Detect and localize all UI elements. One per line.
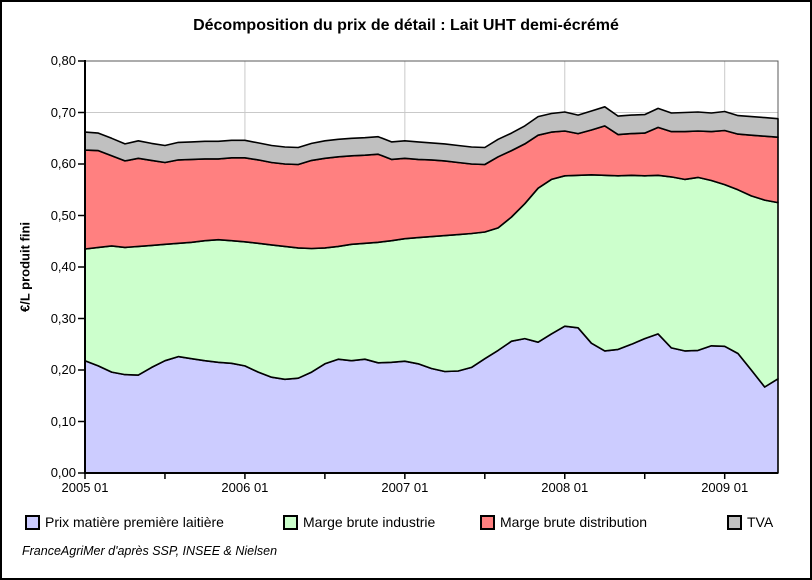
legend-item-marge-brute-industrie: Marge brute industrie [283,512,435,532]
legend-label: TVA [747,514,774,530]
y-tick-label: 0,20 [50,362,76,377]
x-tick-label: 2007 01 [381,480,429,495]
y-tick-label: 0,60 [50,156,76,171]
legend-swatch [480,514,495,530]
y-tick-label: 0,10 [50,413,76,429]
area-series-tva [84,106,779,166]
y-tick-label: 0,70 [50,104,76,120]
legend-swatch [25,514,40,530]
x-tick-label: 2005 01 [61,480,109,495]
y-tick-label: 0,80 [50,53,76,68]
legend-swatch [727,514,742,530]
chart-legend: Prix matière première laitière Marge brut… [0,512,812,532]
y-tick-label: 0,00 [50,465,76,480]
legend-label: Prix matière première laitière [45,514,224,530]
chart-title: Décomposition du prix de détail : Lait U… [193,17,619,34]
x-tick-label: 2006 01 [221,480,269,495]
x-tick-label: 2008 01 [541,480,589,495]
y-tick-label: 0,50 [50,207,76,223]
source-note: FranceAgriMer d'après SSP, INSEE & Niels… [22,544,278,558]
y-tick-label: 0,30 [50,310,76,326]
x-tick-label: 2009 01 [701,480,749,495]
legend-item-tva: TVA [727,512,773,532]
legend-item-prix-mati-re-premi-re-laiti-re: Prix matière première laitière [25,512,224,532]
y-tick-label: 0,40 [50,259,76,274]
legend-item-marge-brute-distribution: Marge brute distribution [480,512,647,532]
legend-swatch [283,514,298,530]
legend-label: Marge brute industrie [303,514,436,530]
legend-label: Marge brute distribution [500,514,648,530]
